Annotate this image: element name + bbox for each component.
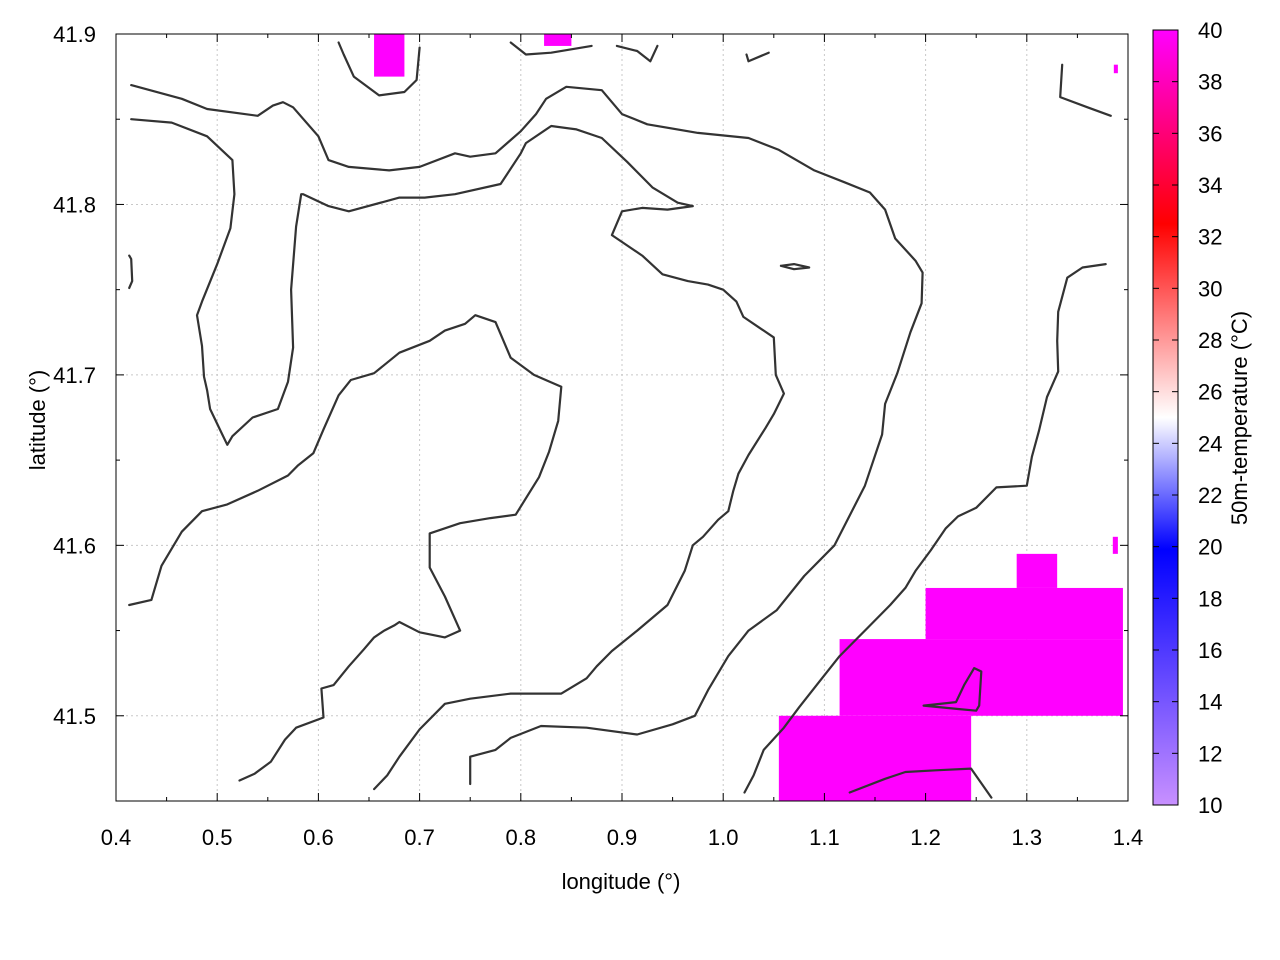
x-tick-label: 0.8: [506, 825, 537, 850]
hot-cell-region: [1112, 536, 1118, 554]
contour-line: [130, 118, 785, 791]
hot-cell-region: [778, 715, 972, 801]
colorbar-tick-label: 30: [1198, 276, 1222, 301]
grid-lines: [116, 34, 1128, 801]
axis-ticks: [115, 33, 1129, 802]
colorbar-tick-label: 34: [1198, 173, 1222, 198]
contour-line: [337, 41, 421, 97]
contour-line: [779, 263, 811, 271]
y-tick-label: 41.6: [53, 533, 96, 558]
contour-line: [848, 767, 993, 799]
colorbar-tick-label: 22: [1198, 483, 1222, 508]
x-tick-label: 0.4: [101, 825, 132, 850]
x-tick-label: 1.1: [809, 825, 840, 850]
colorbar-tick-label: 28: [1198, 328, 1222, 353]
contour-line: [745, 51, 770, 63]
contour-line: [128, 254, 134, 290]
contour-line: [922, 667, 983, 712]
colorbar-gradient: [1152, 29, 1179, 806]
y-axis-label: latitude (°): [25, 370, 50, 471]
x-tick-label: 1.0: [708, 825, 739, 850]
x-axis-label: longitude (°): [562, 869, 681, 894]
x-tick-label: 1.4: [1113, 825, 1144, 850]
y-tick-label: 41.7: [53, 363, 96, 388]
colorbar-tick-label: 26: [1198, 380, 1222, 405]
x-tick-label: 0.5: [202, 825, 233, 850]
contour-lines: [128, 41, 1112, 799]
y-tick-label: 41.8: [53, 192, 96, 217]
colorbar-tick-label: 18: [1198, 586, 1222, 611]
x-tick-labels: 0.4 0.5 0.6 0.7 0.8 0.9 1.0 1.1 1.2 1.3 1.4: [101, 825, 1144, 850]
temperature-field: [374, 34, 1123, 801]
x-tick-label: 1.2: [910, 825, 941, 850]
hot-cell-region: [1016, 553, 1058, 588]
x-tick-label: 0.9: [607, 825, 638, 850]
contour-line: [128, 314, 563, 782]
x-tick-label: 0.6: [303, 825, 334, 850]
colorbar-tick-label: 38: [1198, 70, 1222, 95]
hot-cell-region: [544, 34, 572, 46]
x-tick-label: 0.7: [404, 825, 435, 850]
contour-line: [615, 44, 659, 63]
contour-line: [743, 263, 1107, 794]
hot-cell-region: [925, 587, 1123, 640]
colorbar-tick-label: 16: [1198, 638, 1222, 663]
colorbar-ticks: 10 12 14 16 18 20 22 24 26 28 30 32 34 36 38 40: [1153, 18, 1222, 818]
colorbar-tick-label: 40: [1198, 18, 1222, 43]
y-tick-label: 41.5: [53, 704, 96, 729]
contour-line: [1059, 63, 1112, 117]
x-tick-label: 1.3: [1012, 825, 1043, 850]
contour-line: [130, 84, 924, 786]
colorbar-tick-label: 20: [1198, 535, 1222, 560]
y-tick-label: 41.9: [53, 22, 96, 47]
colorbar-tick-label: 14: [1198, 690, 1222, 715]
y-tick-labels: 41.5 41.6 41.7 41.8 41.9: [53, 22, 96, 729]
colorbar-tick-label: 32: [1198, 225, 1222, 250]
colorbar-tick-label: 10: [1198, 793, 1222, 818]
colorbar-tick-label: 36: [1198, 121, 1222, 146]
colorbar: 10 12 14 16 18 20 22 24 26 28 30 32 34 36 38 40 50m-tem…: [1152, 18, 1252, 818]
hot-cell-region: [374, 34, 405, 77]
colorbar-label: 50m-temperature (°C): [1227, 311, 1252, 525]
contour-line: [509, 41, 593, 56]
hot-cell-region: [1113, 64, 1118, 74]
colorbar-tick-label: 24: [1198, 431, 1222, 456]
colorbar-tick-label: 12: [1198, 741, 1222, 766]
